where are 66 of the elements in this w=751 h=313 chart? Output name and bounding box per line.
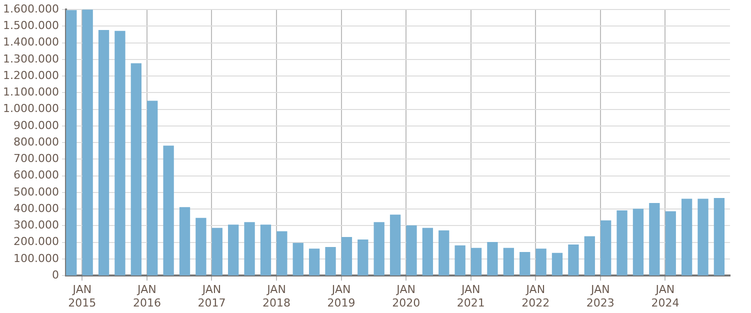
bar bbox=[714, 198, 725, 276]
bar bbox=[681, 198, 692, 276]
x-tick-label: JAN 2022 bbox=[522, 283, 550, 310]
bar bbox=[325, 247, 336, 276]
bar bbox=[649, 202, 660, 276]
bar bbox=[179, 207, 190, 276]
y-tick-label: 1.400.000 bbox=[3, 36, 59, 49]
x-tick-label: JAN 2020 bbox=[392, 283, 420, 310]
bar bbox=[616, 210, 628, 276]
bar bbox=[552, 252, 563, 276]
bar bbox=[536, 248, 546, 276]
y-tick-label: 700.000 bbox=[13, 152, 59, 166]
y-tick-label: 100.000 bbox=[13, 252, 59, 265]
bar bbox=[438, 230, 450, 276]
bar bbox=[147, 100, 158, 276]
x-tick-label: JAN 2023 bbox=[586, 283, 614, 310]
bar bbox=[600, 220, 612, 276]
bar bbox=[130, 63, 142, 276]
y-tick-label: 400.000 bbox=[13, 202, 59, 215]
bar bbox=[292, 242, 304, 276]
y-tick-label: 1.300.000 bbox=[3, 52, 59, 66]
y-tick-label: 300.000 bbox=[13, 218, 59, 232]
bar bbox=[520, 252, 530, 276]
y-tick-label: 500.000 bbox=[13, 185, 59, 198]
bar bbox=[470, 248, 482, 276]
x-tick-label: JAN 2017 bbox=[198, 283, 226, 310]
x-tick-label: JAN 2019 bbox=[327, 283, 356, 310]
y-tick-label: 200.000 bbox=[13, 235, 59, 248]
y-tick-label: 1.100.000 bbox=[3, 86, 59, 99]
bar bbox=[665, 211, 676, 276]
x-tick-label: JAN 2015 bbox=[68, 283, 96, 310]
bar bbox=[308, 248, 320, 276]
bar bbox=[228, 224, 239, 276]
bar bbox=[374, 222, 384, 276]
bar bbox=[454, 245, 466, 276]
y-tick-label: 1.600.000 bbox=[3, 2, 59, 16]
x-tick-label: JAN 2018 bbox=[262, 283, 291, 310]
bar bbox=[503, 248, 514, 276]
bar bbox=[698, 198, 708, 276]
y-tick-label: 900.000 bbox=[13, 118, 59, 132]
bar bbox=[422, 228, 434, 276]
bar bbox=[358, 240, 368, 276]
bar bbox=[163, 146, 174, 276]
y-tick-label: 0 bbox=[52, 268, 59, 282]
bar bbox=[487, 242, 498, 276]
bar bbox=[341, 237, 352, 276]
bar bbox=[406, 225, 417, 276]
y-tick-label: 600.000 bbox=[13, 168, 59, 182]
bar bbox=[114, 30, 126, 276]
bar bbox=[260, 224, 272, 276]
bar bbox=[196, 218, 206, 276]
y-tick-label: 1.000.000 bbox=[3, 102, 59, 116]
bar bbox=[568, 244, 579, 276]
bar bbox=[276, 231, 288, 276]
y-tick-label: 1.200.000 bbox=[3, 68, 59, 82]
y-tick-label: 1.500.000 bbox=[3, 19, 59, 32]
y-tick-label: 800.000 bbox=[13, 135, 59, 148]
bar bbox=[98, 30, 110, 276]
bar bbox=[212, 228, 222, 276]
bar bbox=[244, 222, 255, 276]
x-tick-label: JAN 2021 bbox=[456, 283, 485, 310]
bar bbox=[390, 214, 401, 276]
bar bbox=[632, 208, 644, 276]
x-tick-label: JAN 2016 bbox=[132, 283, 161, 310]
x-tick-label: JAN 2024 bbox=[651, 283, 680, 310]
bar bbox=[584, 236, 595, 276]
